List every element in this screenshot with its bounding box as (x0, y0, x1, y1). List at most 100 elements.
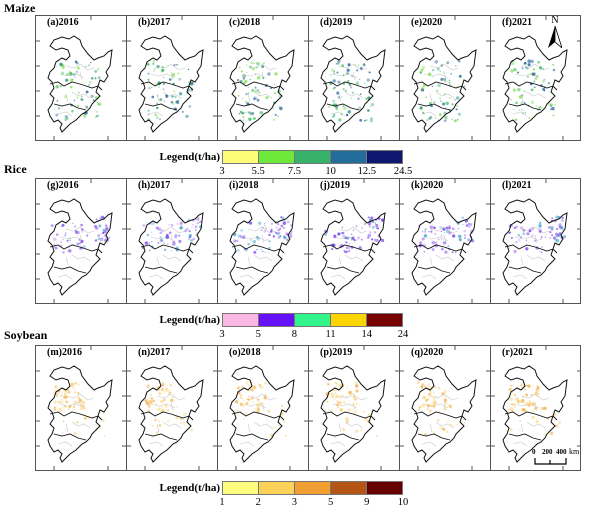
yield-pixel (83, 113, 87, 118)
yield-pixel (440, 230, 443, 233)
panel-title: (l)2021 (501, 180, 533, 191)
yield-pixel (432, 404, 436, 408)
yield-pixel (530, 394, 533, 397)
yield-pixel (90, 94, 94, 99)
yield-pixel (102, 412, 105, 415)
yield-pixel (433, 403, 437, 407)
yield-pixel (509, 403, 512, 406)
yield-pixel (522, 232, 525, 236)
county-boundary (65, 93, 69, 103)
yield-pixel (244, 79, 248, 84)
yield-pixel (443, 398, 447, 402)
yield-pixel (163, 248, 167, 252)
yield-pixel (162, 82, 166, 86)
yield-pixel (355, 402, 358, 406)
crop-label-soybean: Soybean (4, 328, 48, 342)
yield-pixel (159, 231, 163, 235)
yield-pixel (153, 418, 158, 422)
yield-pixel (266, 239, 269, 241)
yield-pixel (91, 415, 94, 418)
yield-pixel (431, 105, 434, 108)
yield-pixel (163, 76, 165, 78)
yield-pixel (148, 242, 150, 244)
yield-pixel (53, 406, 57, 411)
yield-pixel (73, 400, 77, 405)
county-boundary (344, 91, 364, 99)
yield-pixel (512, 403, 516, 407)
legend-tick-label: 3 (291, 497, 298, 508)
yield-pixel (78, 242, 81, 245)
yield-pixel (563, 235, 567, 239)
region-outline (320, 365, 386, 463)
yield-pixel (466, 415, 469, 418)
yield-pixel (340, 408, 342, 410)
yield-pixel (247, 398, 251, 401)
yield-pixel (163, 382, 166, 386)
county-boundary (57, 274, 73, 280)
yield-pixel (160, 239, 164, 242)
yield-pixel (512, 88, 517, 92)
yield-pixel (335, 62, 338, 65)
county-boundary (247, 63, 277, 71)
yield-pixel (155, 407, 158, 410)
yield-pixel (148, 249, 151, 252)
yield-pixel (369, 106, 371, 108)
yield-pixel (441, 394, 443, 396)
yield-pixel (57, 405, 59, 408)
map-panel: (n)2017 (127, 346, 218, 470)
yield-pixel (519, 420, 522, 422)
yield-pixel (329, 393, 332, 396)
yield-pixel (61, 405, 65, 409)
yield-pixel (156, 106, 159, 110)
province-boundary (53, 266, 87, 274)
yield-pixel (338, 395, 342, 399)
yield-pixel (538, 105, 542, 109)
panel-title: (g)2016 (46, 180, 80, 191)
yield-pixel (524, 409, 527, 413)
yield-pixel (163, 241, 166, 245)
yield-pixel (440, 238, 443, 241)
yield-pixel (53, 408, 57, 411)
yield-pixel (158, 393, 161, 395)
yield-pixel (514, 406, 517, 409)
yield-pixel (433, 226, 436, 230)
yield-pixel (243, 234, 246, 237)
province-boundary (53, 103, 87, 111)
yield-pixel (285, 434, 287, 437)
yield-pixel (531, 410, 534, 413)
legend-tick-label: 10 (325, 166, 336, 177)
yield-pixel (274, 72, 278, 76)
yield-pixel (536, 395, 538, 398)
yield-pixel (445, 226, 449, 229)
yield-pixel (168, 223, 171, 226)
yield-pixel (423, 251, 425, 253)
map-panel: (l)2021 (491, 179, 582, 303)
yield-pixel (374, 222, 377, 224)
province-boundary (326, 103, 360, 111)
yield-pixel (270, 228, 273, 231)
yield-pixel (535, 410, 537, 412)
yield-pixel (524, 403, 527, 406)
yield-pixel (333, 113, 336, 116)
yield-pixel (552, 68, 556, 72)
yield-pixel (432, 392, 435, 395)
yield-pixel (515, 101, 518, 105)
yield-pixel (239, 393, 243, 397)
yield-pixel (356, 69, 359, 72)
legend-tick-label: 14 (361, 329, 373, 340)
yield-pixel (429, 405, 432, 408)
yield-pixel (328, 105, 331, 108)
province-boundary (417, 266, 451, 274)
yield-pixel (72, 72, 76, 77)
legend-swatch (259, 314, 295, 326)
yield-pixel (236, 386, 240, 390)
yield-pixel (521, 94, 524, 97)
province-boundary (231, 411, 285, 421)
yield-pixel (147, 409, 151, 413)
yield-pixel (249, 221, 253, 225)
yield-pixel (262, 62, 265, 65)
yield-pixel (77, 384, 80, 386)
yield-pixel (424, 399, 429, 403)
yield-pixel (173, 90, 175, 93)
yield-pixel (235, 408, 239, 413)
